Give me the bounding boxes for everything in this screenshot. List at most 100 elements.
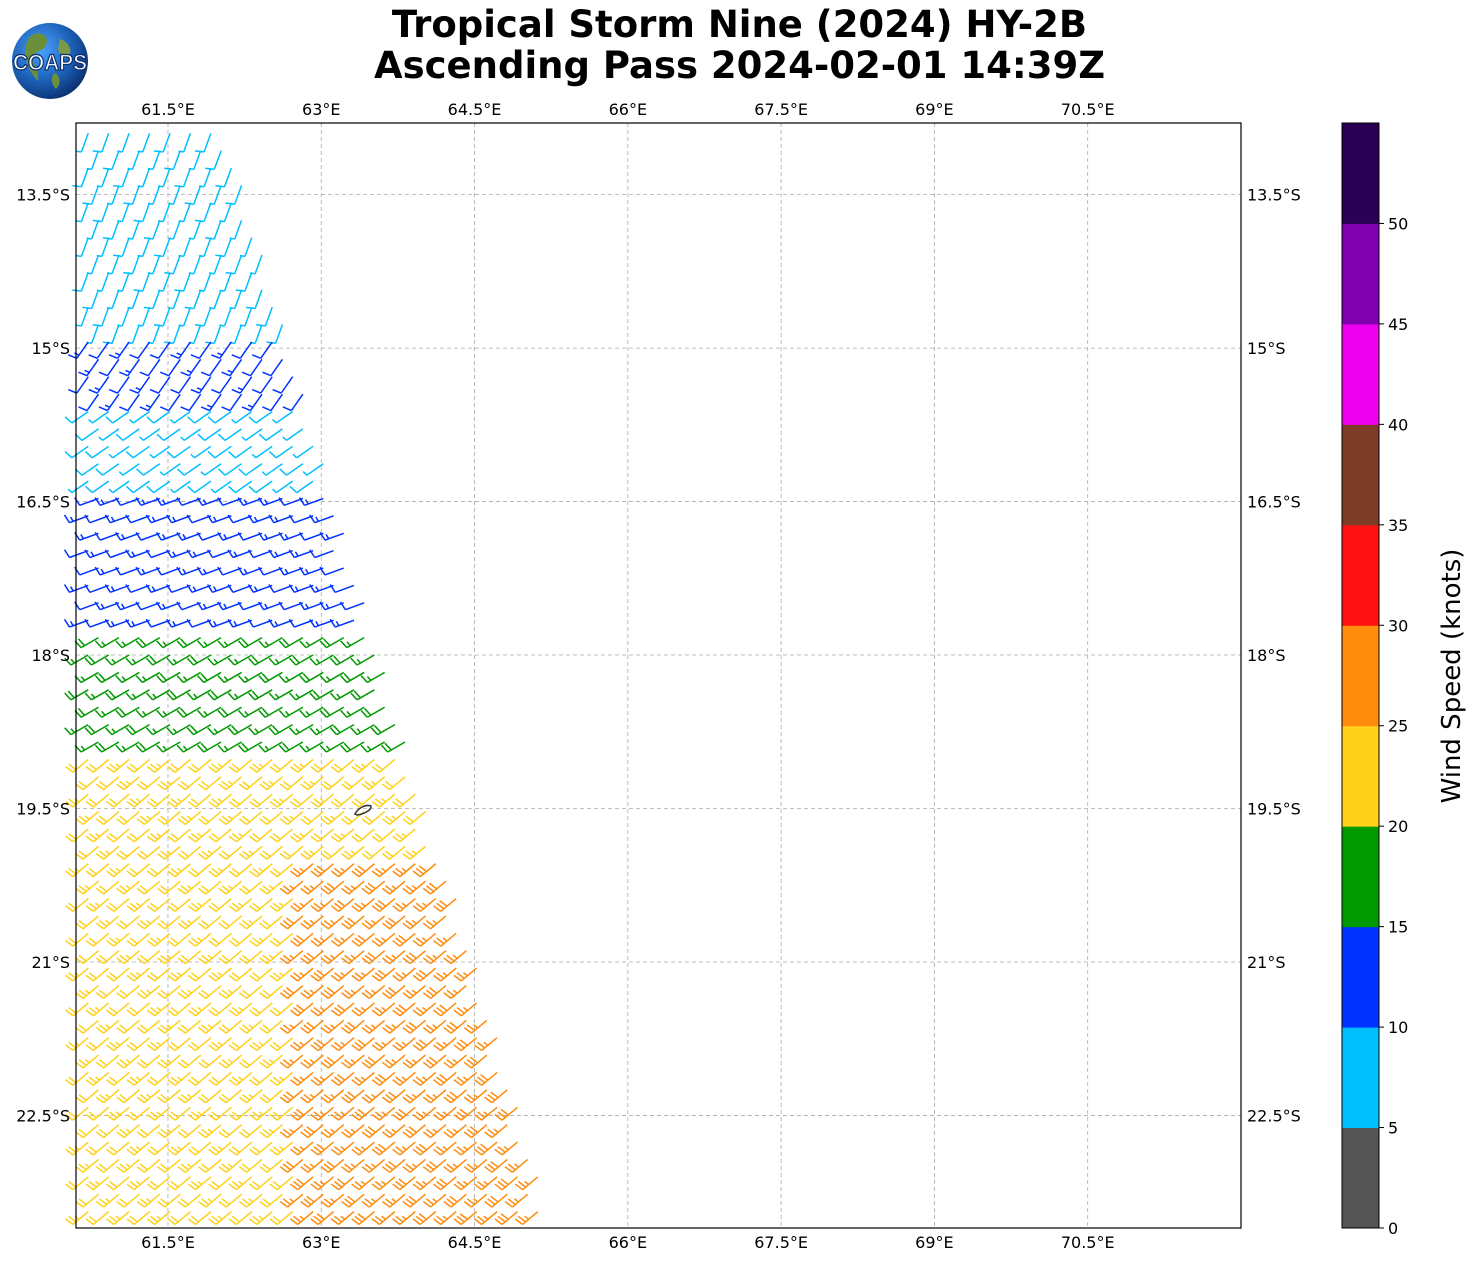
wind-barb bbox=[289, 897, 314, 912]
wind-barb bbox=[186, 723, 212, 736]
wind-barb bbox=[249, 793, 273, 808]
wind-barb bbox=[237, 741, 263, 753]
wind-barb bbox=[116, 1089, 140, 1104]
wind-barb bbox=[167, 897, 191, 912]
wind-barb bbox=[137, 167, 151, 188]
wind-barb bbox=[381, 1019, 406, 1034]
wind-barb bbox=[205, 150, 222, 171]
wind-barb bbox=[116, 811, 140, 826]
wind-barb bbox=[320, 1089, 345, 1104]
wind-barb bbox=[209, 289, 222, 310]
wind-barb bbox=[269, 1141, 294, 1156]
wind-barb bbox=[299, 671, 324, 684]
wind-barb bbox=[198, 950, 222, 965]
lon-tick-label-bottom: 67.5°E bbox=[754, 1233, 808, 1252]
wind-barb bbox=[228, 1037, 253, 1052]
wind-barb bbox=[218, 1124, 243, 1139]
colorbar-bin bbox=[1342, 625, 1379, 727]
colorbar-tick-label: 30 bbox=[1388, 616, 1408, 635]
wind-barb bbox=[443, 1089, 467, 1104]
wind-barb bbox=[268, 723, 294, 736]
wind-barb bbox=[117, 306, 130, 327]
wind-barb bbox=[219, 202, 233, 223]
wind-barb bbox=[238, 1089, 263, 1104]
wind-barb bbox=[330, 758, 355, 773]
wind-barb bbox=[402, 1193, 426, 1208]
wind-barb bbox=[125, 654, 150, 666]
wind-barb bbox=[361, 950, 386, 965]
wind-barb bbox=[82, 289, 100, 310]
wind-barb bbox=[75, 1019, 99, 1034]
wind-barb bbox=[168, 219, 181, 240]
wind-barb bbox=[116, 1158, 140, 1173]
wind-barb bbox=[310, 897, 335, 912]
colorbar-tick-label: 5 bbox=[1388, 1119, 1398, 1138]
wind-barb bbox=[65, 828, 89, 843]
wind-barb bbox=[137, 306, 151, 327]
wind-barb bbox=[114, 497, 140, 507]
wind-barb bbox=[248, 410, 273, 424]
wind-barb bbox=[433, 897, 457, 912]
wind-barb bbox=[229, 324, 243, 345]
wind-barb bbox=[218, 1158, 243, 1173]
wind-barb bbox=[82, 185, 100, 205]
wind-barb bbox=[198, 984, 222, 999]
wind-barb bbox=[217, 428, 242, 442]
wind-barb bbox=[75, 1158, 99, 1173]
wind-barb bbox=[433, 1002, 457, 1017]
wind-barb bbox=[95, 845, 120, 860]
wind-barb bbox=[453, 967, 478, 982]
wind-barb bbox=[208, 932, 232, 947]
wind-barb bbox=[402, 915, 426, 930]
wind-barb bbox=[298, 566, 324, 576]
wind-barb bbox=[74, 601, 99, 611]
wind-barb bbox=[106, 254, 120, 275]
wind-barb bbox=[310, 967, 335, 982]
wind-barb bbox=[248, 689, 273, 701]
wind-barb bbox=[248, 480, 273, 494]
wind-barb bbox=[63, 584, 89, 594]
wind-barb bbox=[229, 289, 243, 310]
wind-barb bbox=[238, 915, 263, 930]
wind-barb bbox=[63, 514, 89, 524]
wind-barb bbox=[176, 741, 202, 753]
wind-barb bbox=[95, 776, 120, 791]
wind-barb bbox=[268, 689, 294, 701]
wind-barb bbox=[330, 1037, 355, 1052]
wind-barb bbox=[169, 480, 191, 494]
wind-barb bbox=[65, 1037, 89, 1052]
wind-barb bbox=[288, 654, 314, 666]
wind-barb bbox=[330, 793, 355, 808]
wind-barb bbox=[187, 1071, 212, 1086]
wind-barb bbox=[95, 1054, 120, 1069]
wind-barb bbox=[259, 1124, 283, 1139]
wind-barb bbox=[106, 1037, 130, 1052]
wind-barb bbox=[125, 689, 150, 701]
wind-barb bbox=[361, 984, 386, 999]
wind-barb bbox=[412, 967, 437, 982]
lon-tick-label-top: 66°E bbox=[609, 100, 647, 119]
wind-barb bbox=[167, 758, 191, 773]
wind-barb bbox=[147, 150, 161, 171]
wind-barb bbox=[225, 254, 243, 275]
wind-barb bbox=[176, 531, 201, 541]
wind-barb bbox=[463, 1158, 488, 1173]
wind-barb bbox=[392, 863, 416, 878]
wind-barb bbox=[85, 758, 110, 773]
wind-barb bbox=[94, 601, 120, 611]
wind-barb bbox=[167, 967, 191, 982]
wind-barb bbox=[196, 566, 222, 576]
wind-barb bbox=[126, 1176, 151, 1191]
wind-barb bbox=[126, 828, 151, 843]
wind-barb bbox=[361, 811, 386, 826]
wind-barb bbox=[208, 1071, 232, 1086]
wind-barb bbox=[453, 1141, 478, 1156]
wind-barb bbox=[463, 1124, 488, 1139]
wind-barb bbox=[146, 758, 171, 773]
lat-tick-label-right: 18°S bbox=[1247, 646, 1286, 665]
wind-barb bbox=[433, 1037, 457, 1052]
colorbar-bin bbox=[1342, 223, 1379, 325]
title-line-2: Ascending Pass 2024-02-01 14:39Z bbox=[373, 44, 1106, 87]
wind-barb bbox=[218, 1089, 243, 1104]
wind-barb bbox=[126, 897, 151, 912]
